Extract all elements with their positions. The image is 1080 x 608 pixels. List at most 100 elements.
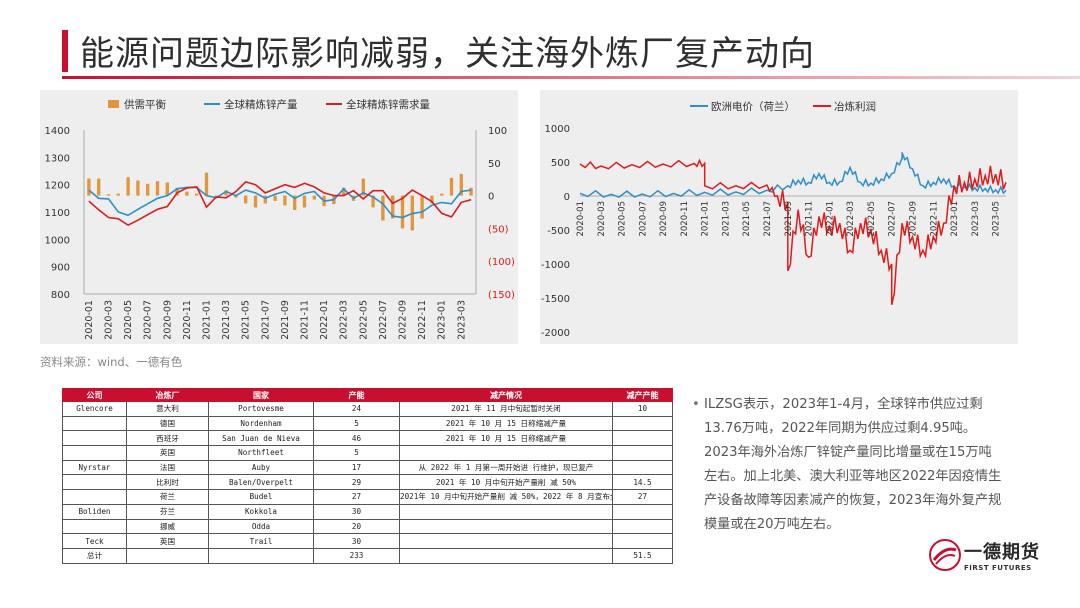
table-cell [399, 445, 613, 461]
table-cell: Odda [208, 518, 314, 535]
x-tick-label: 2023-03 [456, 300, 467, 340]
table-header-cell: 冶炼厂 [126, 388, 209, 402]
x-tick-label: 2020-01 [576, 201, 586, 237]
x-tick-label: 2021-09 [784, 201, 794, 237]
balance-bar [391, 195, 395, 219]
table-cell: 总计 [62, 547, 127, 564]
table-cell: 2021 年 10 月 15 日称缩减产量 [399, 415, 613, 432]
legend-label: 冶炼利润 [834, 100, 876, 113]
legend-label: 全球精炼锌需求量 [346, 98, 430, 111]
y-tick-label-left: 1400 [45, 126, 70, 137]
y-tick-label-right: 0 [488, 192, 494, 203]
x-tick-label: 2022-09 [398, 300, 409, 340]
x-tick-label: 2023-01 [437, 300, 448, 340]
table-cell: 20 [313, 518, 400, 535]
balance-bar [361, 178, 365, 196]
y-tick-label: -1500 [541, 294, 570, 305]
summary-text: ILZSG表示，2023年1-4月，全球锌市供应过剩13.76万吨，2022年同… [704, 397, 1002, 532]
y-tick-label-right: 100 [488, 126, 507, 137]
table-cell: Nyrstar [62, 459, 127, 476]
x-tick-label: 2021-03 [221, 300, 232, 340]
x-tick-label: 2022-01 [319, 300, 330, 340]
logo-subtitle: FIRST FUTURES [964, 564, 1032, 572]
x-tick-label: 2020-11 [680, 201, 690, 237]
table-cell: 德国 [126, 415, 209, 432]
table-header-cell: 公司 [62, 388, 127, 402]
table-cell: 2021 年 10 月中旬开始产量削 减 50% [399, 474, 613, 491]
table-cell: 30 [313, 503, 400, 520]
y-tick-label-left: 1100 [45, 208, 70, 219]
table-cell: 27 [612, 489, 673, 505]
y-tick-label-left: 1300 [45, 153, 70, 164]
table-cell: 比利时 [126, 474, 209, 491]
table-cell [612, 503, 673, 520]
x-tick-label: 2022-09 [908, 201, 918, 237]
balance-bar [126, 177, 130, 196]
balance-bar [381, 195, 385, 221]
table-cell [612, 430, 673, 447]
table-cell [612, 459, 673, 476]
balance-bar [459, 173, 463, 196]
x-tick-label: 2020-11 [182, 300, 193, 340]
y-tick-label-left: 1000 [45, 235, 70, 246]
table-row: 总计 233 51.5 [62, 547, 673, 564]
x-tick-label: 2021-03 [721, 201, 731, 237]
x-tick-label: 2020-07 [638, 201, 648, 237]
company-logo: 一德期货 FIRST FUTURES [928, 536, 1039, 584]
smelting-profit-line [579, 158, 1007, 305]
balance-bar [420, 195, 424, 219]
table-cell: 46 [313, 430, 400, 447]
table-cell: 24 [313, 401, 400, 417]
table-cell [612, 445, 673, 461]
x-tick-label: 2022-01 [825, 201, 835, 237]
legend-label: 供需平衡 [124, 98, 166, 111]
x-tick-label: 2021-09 [280, 300, 291, 340]
table-row: 比利时 Balen/Overpelt 29 2021 年 10 月中旬开始产量削 减 … [62, 474, 673, 491]
table-cell: 14.5 [612, 474, 673, 491]
x-tick-label: 2022-07 [378, 300, 389, 340]
demand-line [88, 181, 472, 227]
balance-bar [293, 195, 297, 211]
table-cell: 2021 年 10 月 15 日称缩减产量 [399, 430, 613, 447]
x-tick-label: 2023-03 [971, 201, 981, 237]
table-cell: 从 2022 年 1 月第一周开始进 行维护，现已复产 [399, 459, 613, 476]
x-tick-label: 2020-05 [618, 201, 628, 237]
table-cell [62, 474, 127, 491]
table-cell: Budel [208, 489, 314, 505]
table-cell: 17 [313, 459, 400, 476]
table-cell: 10 [612, 401, 673, 417]
smelter-cut-table: 公司 冶炼厂 国家 产能 减产情况 减产产能 Glencore 意大利 Portovesme 2… [62, 388, 673, 564]
table-cell: 荷兰 [126, 489, 209, 505]
balance-bar [449, 177, 454, 196]
table-cell [399, 547, 613, 564]
page-title: 能源问题边际影响减弱，关注海外炼厂复产动向 [80, 34, 815, 74]
x-tick-label: 2021-05 [241, 300, 252, 340]
balance-bar [342, 187, 346, 196]
bullet-dot: • [692, 397, 700, 412]
y-tick-label: -2000 [541, 328, 570, 339]
balance-bar [253, 195, 258, 208]
balance-bar [440, 193, 444, 196]
y-tick-label: 500 [551, 158, 570, 169]
x-tick-label: 2022-03 [339, 300, 350, 340]
x-tick-label: 2022-05 [358, 300, 369, 340]
table-cell: 挪威 [126, 518, 209, 535]
table-row: 荷兰 Budel 27 2021年 10 月中旬开始产量削 减 50%，2022 年 … [62, 489, 673, 505]
balance-bar [224, 190, 228, 196]
balance-bar [273, 195, 277, 201]
balance-bar [175, 187, 179, 196]
table-row: Nyrstar 法国 Auby 17 从 2022 年 1 月第一周开始进 行维护，现已… [62, 459, 673, 476]
table-cell [612, 415, 673, 432]
table-cell [62, 445, 127, 461]
table-cell: 27 [313, 489, 400, 505]
y-tick-label: -1000 [541, 260, 570, 271]
y-tick-label-left: 800 [51, 290, 70, 301]
x-tick-label: 2021-01 [202, 300, 213, 340]
y-tick-label-right: 50 [488, 159, 501, 170]
logo-mark-icon [929, 539, 961, 571]
table-row: Boliden 芬兰 Kokkola 30 [62, 503, 673, 520]
x-tick-label: 2020-01 [84, 300, 95, 340]
x-tick-label: 2022-07 [888, 201, 898, 237]
x-tick-label: 2021-01 [701, 201, 711, 237]
balance-bar [106, 194, 111, 196]
